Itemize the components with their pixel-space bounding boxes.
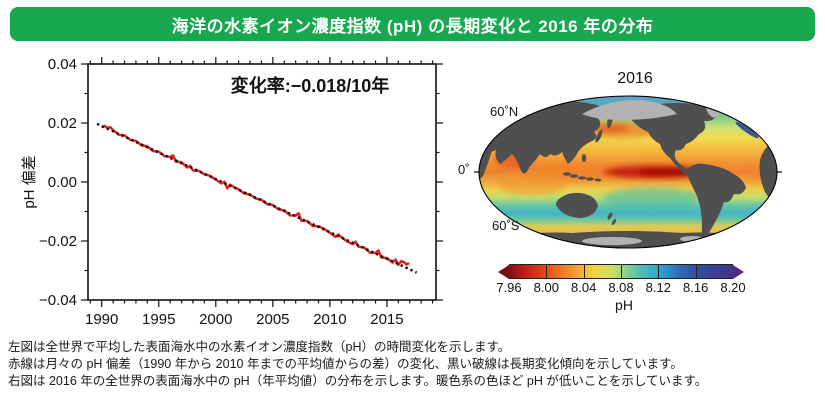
colorbar-tick-label: 8.08 xyxy=(608,280,634,295)
plot-box xyxy=(87,63,437,301)
monthly-ph-line xyxy=(101,124,410,267)
colorbar-tick-label: 8.00 xyxy=(533,280,559,295)
colorbar-gradient xyxy=(509,264,733,279)
trend-line xyxy=(96,122,418,274)
y-tick-label: −0.02 xyxy=(39,233,77,250)
colorbar-left-arrow xyxy=(498,264,509,279)
new-zealand xyxy=(607,212,613,220)
north-america xyxy=(630,103,717,176)
x-tick-label: 1990 xyxy=(85,311,118,328)
lat-label-0: 0˚ xyxy=(458,162,470,177)
y-tick-label: 0.02 xyxy=(48,115,77,132)
y-axis-title: pH 偏差 xyxy=(21,155,38,208)
colorbar-unit-label: pH xyxy=(615,297,633,313)
page-title: 海洋の水素イオン濃度指数 (pH) の長期変化と 2016 年の分布 xyxy=(171,16,654,36)
y-tick-label: 0.04 xyxy=(48,56,77,73)
ph-colorbar: 7.96 8.00 8.04 8.08 8.12 8.16 8.20 pH xyxy=(496,264,750,313)
x-tick-label: 2000 xyxy=(199,311,232,328)
y-tick-label: −0.04 xyxy=(39,292,77,309)
x-tick-label: 2005 xyxy=(256,311,289,328)
colorbar-tick-label: 8.04 xyxy=(571,280,597,295)
north-atlantic-low-ph-streak xyxy=(735,121,759,139)
x-tick-label: 2015 xyxy=(370,311,403,328)
arctic-cap xyxy=(582,100,677,120)
header-banner: 海洋の水素イオン濃度指数 (pH) の長期変化と 2016 年の分布 xyxy=(10,7,815,41)
globe-outline xyxy=(478,95,778,249)
colorbar-right-arrow xyxy=(733,264,744,279)
world-ph-map xyxy=(474,95,782,249)
colorbar-tick-label: 7.96 xyxy=(496,280,522,295)
africa-east-edge xyxy=(759,138,777,206)
x-tick-label: 1995 xyxy=(142,311,175,328)
colorbar-tick-label: 8.20 xyxy=(720,280,746,295)
lat-label-60s: 60˚S xyxy=(492,218,520,233)
colorbar-tick-label: 8.12 xyxy=(645,280,671,295)
colorbar-tick xyxy=(695,265,697,278)
ice-regions xyxy=(534,100,724,245)
australia xyxy=(556,192,598,218)
colorbar-tick xyxy=(546,265,548,278)
indonesia-island xyxy=(563,172,571,176)
trend-rate-annotation: 変化率:−0.018/10年 xyxy=(231,75,390,96)
caption-line-3: 右図は 2016 年の全世界の表面海水中の pH（年平均値）の分布を示します。暖… xyxy=(8,374,708,388)
y-tick-label: 0.00 xyxy=(48,174,77,191)
lat-label-60n: 60˚N xyxy=(490,104,519,119)
caption-line-1: 左図は全世界で平均した表面海水中の水素イオン濃度指数（pH）の時間変化を示します… xyxy=(8,340,511,354)
ph-map-block: 2016 xyxy=(458,60,820,330)
south-america xyxy=(686,163,746,236)
caption-line-2: 赤線は月々の pH 偏差（1990 年から 2010 年までの平均値からの差）の… xyxy=(8,357,683,371)
colorbar-tick xyxy=(621,265,622,278)
map-title: 2016 xyxy=(617,70,653,87)
ph-timeseries-chart: 1990 1995 2000 2005 2010 2015 0.04 0.02 0.00 −0.0… xyxy=(21,56,443,328)
figure-caption: 左図は全世界で平均した表面海水中の水素イオン濃度指数（pH）の時間変化を示します… xyxy=(8,339,707,390)
colorbar-tick xyxy=(583,265,585,278)
philippines xyxy=(581,154,587,162)
japan xyxy=(595,129,603,143)
x-tick-label: 2010 xyxy=(313,311,346,328)
colorbar-tick-label: 8.16 xyxy=(683,280,709,295)
colorbar-tick xyxy=(658,265,660,278)
colorbar-tick-labels: 7.96 8.00 8.04 8.08 8.12 8.16 8.20 xyxy=(496,280,750,296)
